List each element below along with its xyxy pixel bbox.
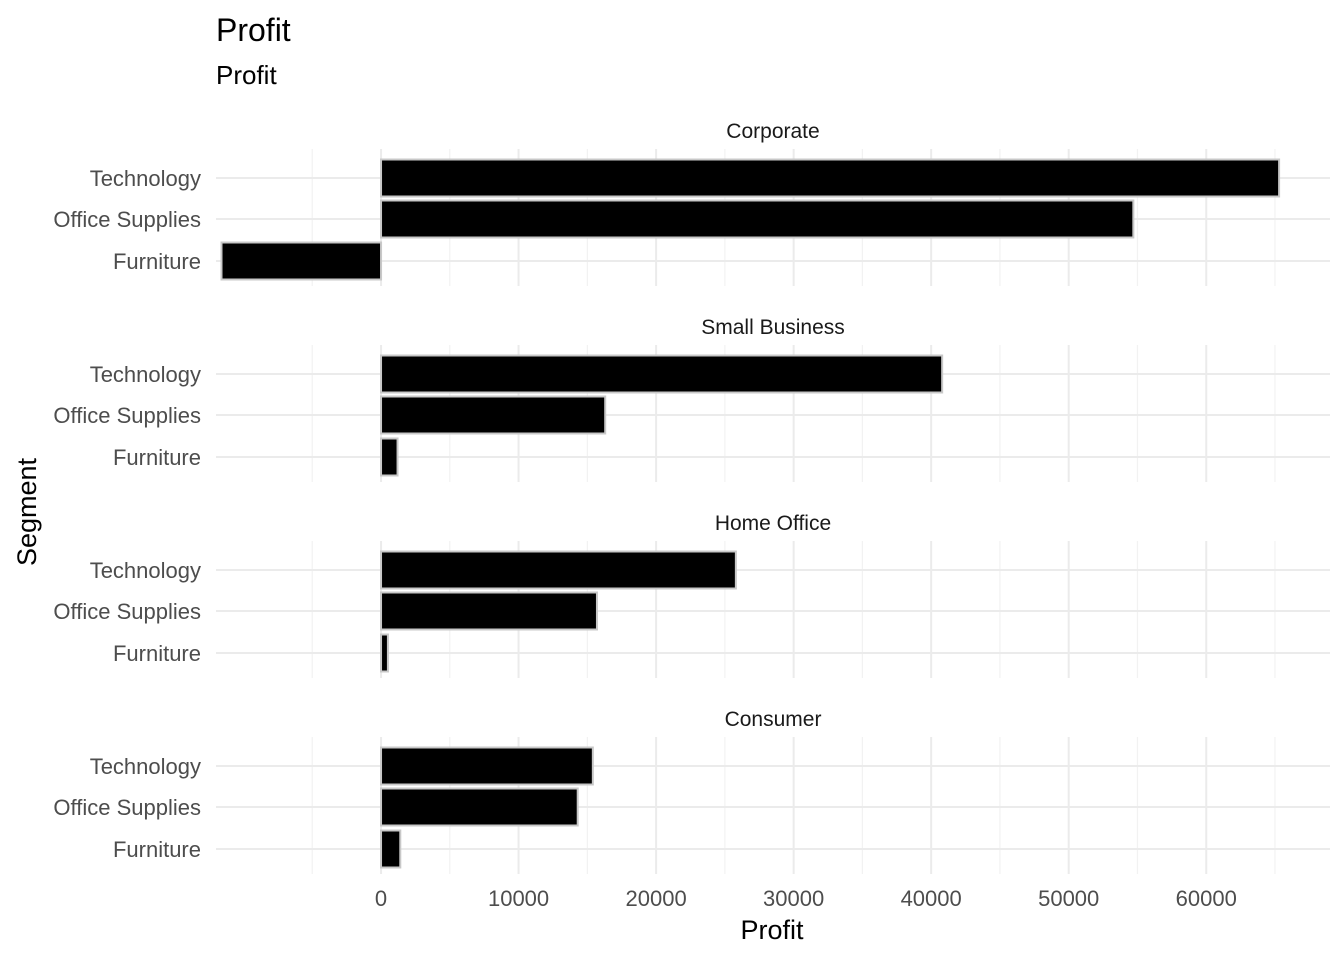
x-tick-label: 50000 [1038, 886, 1099, 911]
y-axis-title: Segment [12, 457, 42, 566]
y-tick-label: Office Supplies [53, 403, 201, 428]
x-tick-label: 0 [375, 886, 387, 911]
facet-panel: Home Office Technology Office Supplies Furn… [53, 512, 1330, 678]
x-tick-label: 10000 [488, 886, 549, 911]
facet-strip-label: Home Office [715, 512, 831, 535]
y-tick-label: Furniture [113, 641, 201, 666]
x-tick-label: 40000 [901, 886, 962, 911]
bar [380, 550, 737, 590]
facet-panel: Consumer Technology Office Supplies Furnitu… [53, 708, 1330, 874]
y-tick-label: Technology [90, 166, 201, 191]
x-tick-label: 60000 [1176, 886, 1237, 911]
x-axis-title: Profit [740, 915, 804, 945]
bar [380, 633, 389, 673]
y-tick-label: Furniture [113, 249, 201, 274]
bar [380, 437, 399, 477]
bar [380, 746, 594, 786]
facet-strip-label: Small Business [701, 316, 845, 339]
bar [380, 787, 579, 827]
y-tick-label: Technology [90, 558, 201, 583]
bar [380, 199, 1135, 239]
bar [380, 158, 1281, 198]
y-tick-label: Furniture [113, 837, 201, 862]
y-tick-label: Office Supplies [53, 795, 201, 820]
y-tick-label: Office Supplies [53, 599, 201, 624]
facet-panels: Corporate Technology Office Supplies Furnit… [53, 120, 1330, 874]
y-tick-label: Office Supplies [53, 207, 201, 232]
bar [380, 591, 598, 631]
bar [380, 395, 607, 435]
chart-title: Profit [216, 12, 291, 48]
bar [220, 241, 383, 281]
facet-strip-label: Consumer [725, 708, 822, 731]
facet-strip-label: Corporate [726, 120, 819, 143]
x-tick-label: 30000 [763, 886, 824, 911]
bar [380, 354, 944, 394]
y-tick-label: Technology [90, 754, 201, 779]
bar [380, 829, 402, 869]
y-tick-label: Furniture [113, 445, 201, 470]
y-tick-label: Technology [90, 362, 201, 387]
x-tick-label: 20000 [626, 886, 687, 911]
facet-panel: Small Business Technology Office Supplies F… [53, 316, 1330, 482]
facet-panel: Corporate Technology Office Supplies Furnit… [53, 120, 1330, 286]
x-axis-ticks: 0 10000 20000 30000 40000 50000 60000 [375, 886, 1237, 911]
chart-subtitle: Profit [216, 60, 277, 90]
